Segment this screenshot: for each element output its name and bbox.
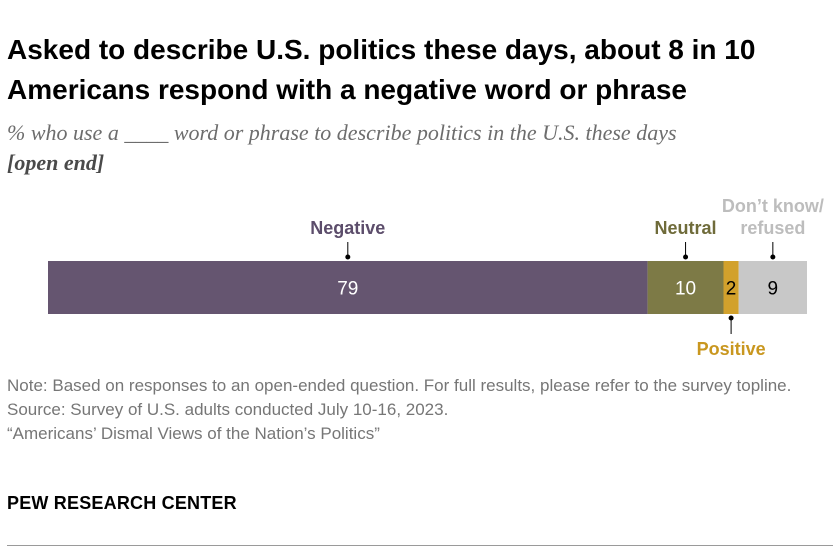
bottom-divider bbox=[7, 545, 833, 546]
bar-segment-don-t-know-refused bbox=[738, 261, 807, 314]
series-label-negative: Negative bbox=[310, 218, 385, 238]
value-label-positive: 2 bbox=[726, 279, 737, 300]
value-label-negative: 79 bbox=[337, 279, 358, 300]
bar-segment-negative bbox=[48, 261, 648, 314]
leader-dot-negative bbox=[345, 254, 351, 260]
value-label-neutral: 10 bbox=[675, 279, 696, 300]
series-label-neutral: Neutral bbox=[655, 218, 717, 238]
report-title: “Americans’ Dismal Views of the Nation’s… bbox=[7, 424, 380, 443]
series-label-don-t-know-refused: Don’t know/ bbox=[722, 196, 824, 216]
brand-logo-text: PEW RESEARCH CENTER bbox=[7, 493, 237, 513]
series-label-don-t-know-refused: refused bbox=[740, 218, 805, 238]
bar-segment-positive bbox=[723, 261, 739, 314]
leader-dot-don-t-know-refused bbox=[770, 254, 776, 260]
value-label-don-t-know-refused: 9 bbox=[768, 279, 779, 300]
source-text: Source: Survey of U.S. adults conducted … bbox=[7, 400, 449, 419]
bar-segment-neutral bbox=[647, 261, 724, 314]
chart-subtitle: % who use a ____ word or phrase to descr… bbox=[7, 118, 833, 178]
leader-dot-positive bbox=[728, 315, 734, 321]
series-label-positive: Positive bbox=[697, 339, 766, 359]
note-text: Note: Based on responses to an open-ende… bbox=[7, 376, 792, 395]
subtitle-tag: [open end] bbox=[7, 150, 105, 175]
notes-block: Note: Based on responses to an open-ende… bbox=[7, 374, 833, 446]
leader-dot-neutral bbox=[683, 254, 689, 260]
subtitle-text: % who use a ____ word or phrase to descr… bbox=[7, 120, 677, 145]
chart-title: Asked to describe U.S. politics these da… bbox=[7, 34, 756, 105]
stacked-bar-chart: 79 Negative 10 Neutral 2 Positive 9 Don’t know/… bbox=[48, 196, 824, 359]
